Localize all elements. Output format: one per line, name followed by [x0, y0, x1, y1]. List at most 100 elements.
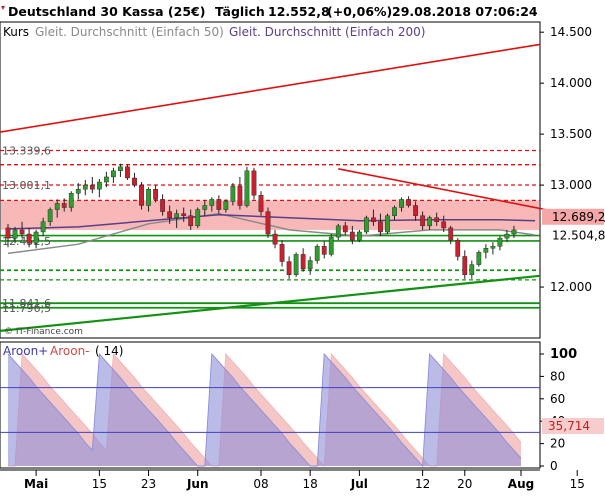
candle-body [203, 205, 207, 209]
timestamp: 29.08.2018 07:06:24 [392, 4, 538, 19]
candle-body [160, 199, 164, 211]
candle-body [245, 171, 249, 206]
candle-body [505, 234, 509, 238]
candle [125, 165, 129, 180]
instrument-title: Deutschland 30 Kassa (25€) [8, 4, 205, 19]
candle-body [315, 246, 319, 260]
candle-body [371, 218, 375, 222]
x-tick-label: Aug [508, 477, 534, 491]
candle-body [231, 186, 235, 201]
aroon-legend: Aroon+ Aroon- ( 14) [3, 344, 123, 358]
candle-body [174, 214, 178, 218]
level-label: 13.339,6 [2, 144, 51, 157]
x-tick-label: Mai [24, 477, 48, 491]
candle-body [139, 185, 143, 205]
candle-body [364, 218, 368, 232]
candle-body [196, 210, 200, 226]
legend-aroon-up: Aroon+ [3, 344, 48, 358]
candle [294, 252, 298, 276]
candle-body [322, 246, 326, 254]
candle [477, 250, 481, 266]
legend-aroon-params: ( 14) [95, 344, 123, 358]
x-tick-label: 18 [303, 477, 318, 491]
candle [245, 167, 249, 208]
candle-body [329, 237, 333, 254]
candle-body [167, 212, 171, 218]
candle-body [90, 185, 94, 189]
candle-body [442, 222, 446, 228]
candle-body [217, 199, 221, 209]
candle-body [273, 234, 277, 244]
level-label: 11.796,5 [2, 302, 51, 315]
candle-body [427, 218, 431, 226]
candle-body [125, 167, 129, 178]
candle-body [238, 186, 242, 205]
x-tick-label: 12 [415, 477, 430, 491]
price-change: (+0,06%) [327, 4, 392, 19]
y-tick-label: 12.000 [550, 280, 592, 294]
y-tick-label: 13.000 [550, 178, 592, 192]
candle-body [413, 205, 417, 215]
candle-body [104, 177, 108, 182]
period-label: Täglich [215, 4, 265, 19]
candle-body [512, 230, 516, 234]
candle-body [266, 212, 270, 234]
last-price: 12.552,8 [268, 4, 330, 19]
candle-body [484, 248, 488, 252]
candle-body [182, 214, 186, 216]
candle-body [420, 216, 424, 226]
candle-body [69, 193, 73, 207]
level-label: 13.001,1 [2, 179, 51, 192]
candle-body [357, 232, 361, 240]
candle-body [301, 254, 305, 268]
candle-body [76, 189, 80, 193]
candle-body [83, 185, 87, 189]
x-tick-label: 15 [570, 477, 585, 491]
candle [329, 234, 333, 256]
legend-sma200: Gleit. Durchschnitt (Einfach 200) [229, 25, 425, 39]
candle-body [146, 189, 150, 205]
candle [315, 244, 319, 263]
candle-body [210, 199, 214, 205]
aroon-y-tick-label: 0 [550, 459, 558, 473]
price-panel: 13.339,613.001,112.452,511.841,611.796,5 [0, 22, 605, 338]
price-legend: Kurs Gleit. Durchschnitt (Einfach 50) Gl… [3, 25, 425, 39]
candle-body [463, 256, 467, 274]
price-plot-frame [0, 22, 540, 338]
candle-body [62, 203, 66, 207]
candle-body [434, 218, 438, 222]
candle-body [259, 195, 263, 211]
candle-body [189, 216, 193, 226]
candle-body [153, 189, 157, 199]
candle-body [224, 201, 228, 209]
candle-body [252, 171, 256, 195]
candle-body [20, 230, 24, 234]
watermark: © IT-Finance.com [4, 327, 83, 337]
y-tick-label: 13.500 [550, 127, 592, 141]
candle-body [294, 254, 298, 274]
last-price-label: 12.689,2 [552, 210, 605, 224]
candle [196, 208, 200, 228]
candle [266, 208, 270, 239]
candle-body [350, 232, 354, 240]
candle-body [392, 208, 396, 216]
candle-body [55, 203, 59, 209]
candle-body [48, 210, 52, 222]
aroon-y-tick-label: 20 [550, 437, 565, 451]
candle-body [378, 222, 382, 232]
candle-body [491, 246, 495, 248]
candle-body [477, 252, 481, 264]
candle-body [308, 261, 312, 269]
candle [385, 214, 389, 234]
candle-body [13, 230, 17, 238]
support-price-label: 12.504,8 [552, 229, 605, 243]
candle-body [343, 226, 347, 232]
x-tick-label: 08 [253, 477, 268, 491]
aroon-y-tick-label: 80 [550, 369, 565, 383]
candle-body [336, 226, 340, 237]
legend-sma50: Gleit. Durchschnitt (Einfach 50) [35, 25, 224, 39]
aroon-y-tick-label: 100 [550, 347, 577, 362]
legend-kurs: Kurs [3, 25, 29, 39]
candle-body [406, 199, 410, 205]
